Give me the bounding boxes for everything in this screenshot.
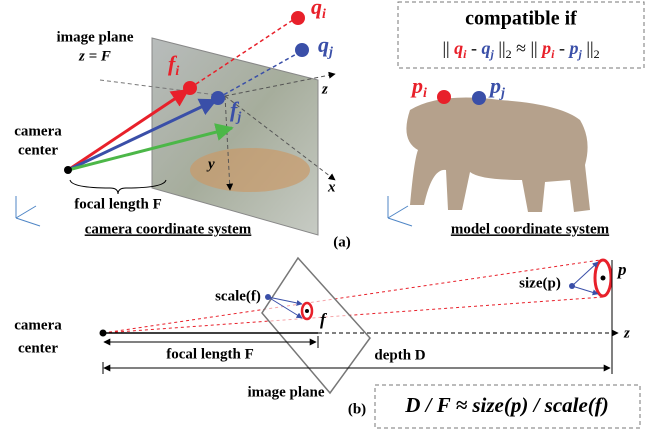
point-fj bbox=[211, 91, 225, 105]
panel-b: scale(f) f size(p) p z camera center foc… bbox=[14, 258, 640, 428]
dot bbox=[305, 309, 309, 313]
label: (b) bbox=[348, 401, 366, 417]
tiger-model bbox=[406, 98, 590, 212]
label: (a) bbox=[333, 234, 351, 250]
label: focal length F bbox=[74, 196, 162, 212]
point-qj bbox=[295, 43, 309, 57]
label: image plane bbox=[56, 29, 133, 45]
label: z = F bbox=[78, 48, 111, 64]
label: pi bbox=[410, 73, 427, 101]
label: z bbox=[623, 325, 630, 341]
label: pj bbox=[488, 73, 505, 101]
point-qi bbox=[291, 11, 305, 25]
label: focal length F bbox=[166, 346, 254, 362]
camera-center-dot bbox=[64, 166, 72, 174]
arrow bbox=[572, 286, 598, 294]
label: size(p) bbox=[519, 275, 561, 291]
label: depth D bbox=[374, 347, 425, 363]
point-fi bbox=[183, 81, 197, 95]
image-plane bbox=[262, 258, 370, 393]
formula: D / F ≈ size(p) / scale(f) bbox=[404, 393, 609, 417]
label: center bbox=[18, 340, 58, 356]
dot bbox=[601, 276, 606, 281]
label: qj bbox=[318, 32, 333, 60]
label: scale(f) bbox=[215, 288, 261, 304]
label: x bbox=[327, 179, 336, 195]
label: camera bbox=[14, 123, 62, 139]
label: camera coordinate system bbox=[85, 221, 252, 237]
label: qi bbox=[311, 0, 326, 22]
label: image plane bbox=[247, 384, 324, 400]
panel-a: image plane z = F fi fj qi qj z y x came… bbox=[14, 0, 644, 250]
label: y bbox=[206, 156, 215, 172]
label: compatible if bbox=[465, 8, 577, 30]
formula: || qi - qj ||2 ≈ || pi - pj ||2 bbox=[442, 38, 599, 61]
figure: image plane z = F fi fj qi qj z y x came… bbox=[0, 0, 649, 431]
camera-center-dot bbox=[100, 330, 107, 337]
label: center bbox=[18, 142, 58, 158]
label: camera bbox=[14, 317, 62, 333]
label: model coordinate system bbox=[451, 221, 610, 237]
axes-icon bbox=[388, 196, 412, 226]
label: p bbox=[616, 260, 627, 279]
point-pi bbox=[437, 90, 451, 104]
label: z bbox=[321, 81, 328, 97]
point-pj bbox=[472, 91, 486, 105]
axes-icon bbox=[16, 196, 40, 226]
